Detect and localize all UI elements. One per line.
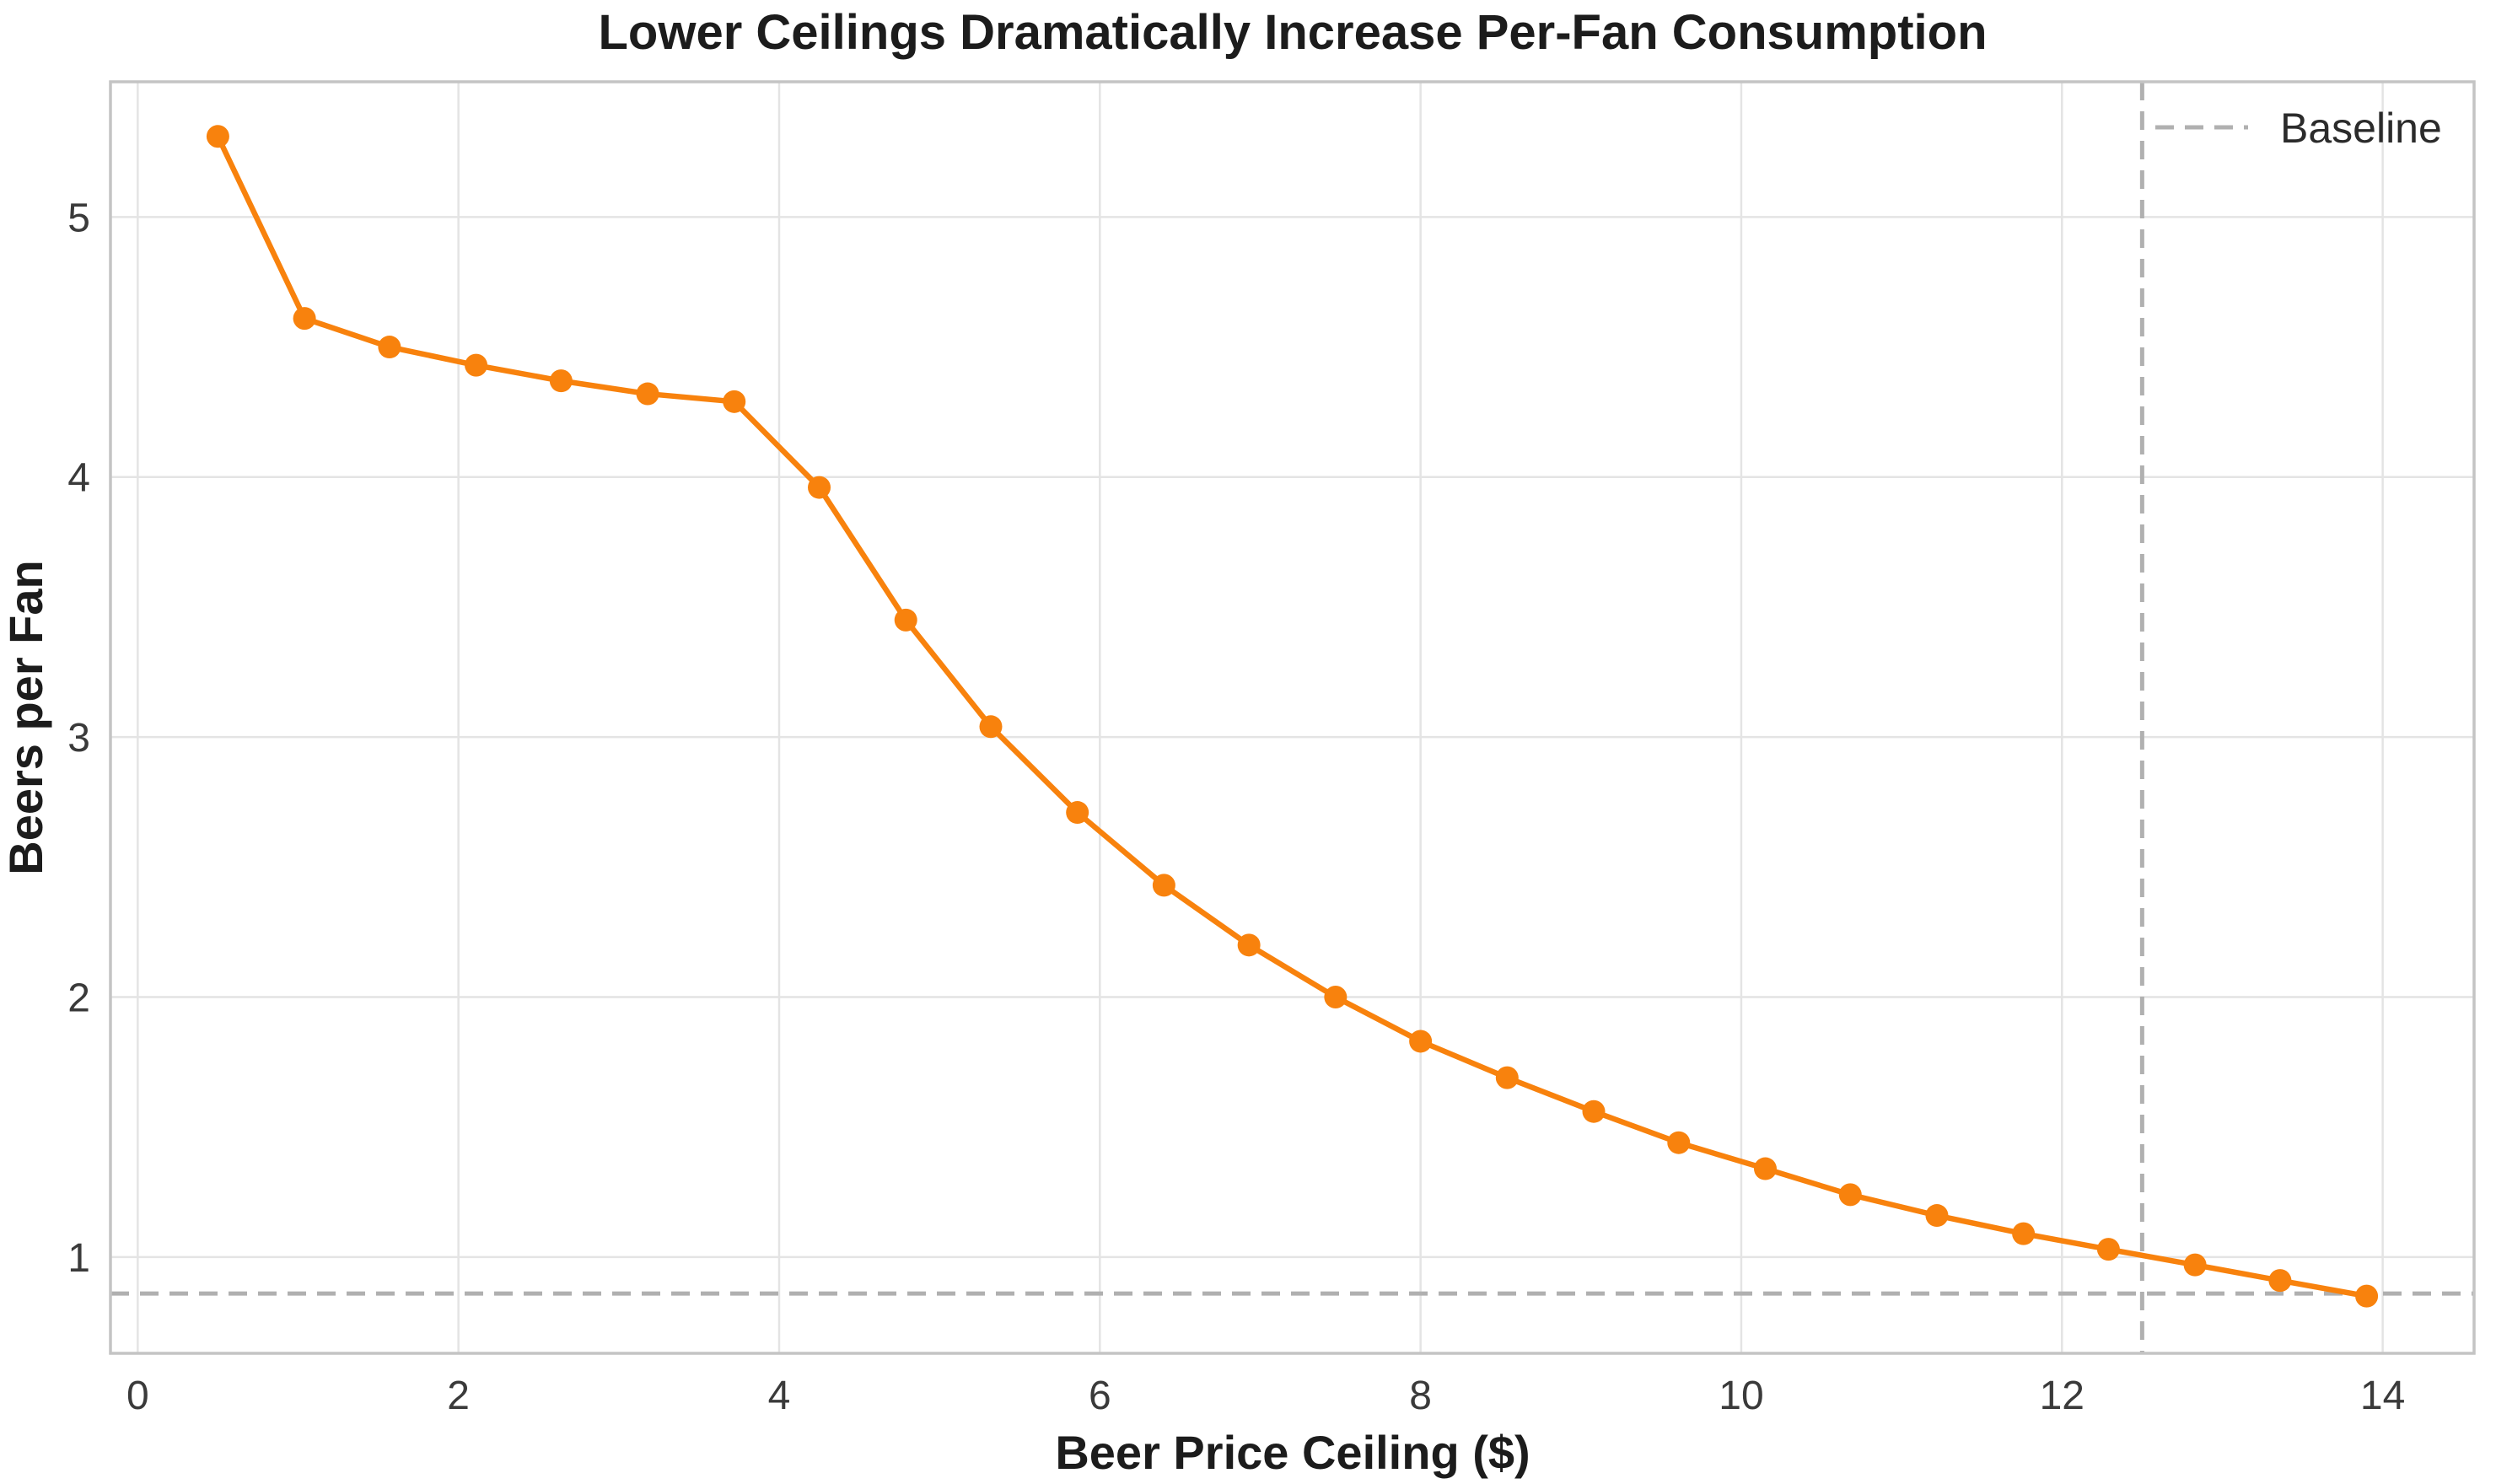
- data-point-marker: [378, 336, 401, 359]
- x-tick-label: 14: [2360, 1374, 2405, 1418]
- series-line: [215, 133, 2370, 1299]
- legend: Baseline: [2155, 105, 2442, 152]
- x-tick-label: 10: [1719, 1374, 1763, 1418]
- gridlines: [110, 82, 2474, 1353]
- y-tick-label: 5: [67, 196, 90, 240]
- chart-title: Lower Ceilings Dramatically Increase Per…: [599, 5, 1988, 60]
- data-point-marker: [1409, 1030, 1433, 1053]
- data-point-marker: [293, 307, 316, 331]
- data-point-marker: [206, 125, 229, 148]
- data-point-marker: [2183, 1253, 2207, 1277]
- x-tick-label: 4: [768, 1374, 791, 1418]
- x-axis-label: Beer Price Ceiling ($): [1055, 1426, 1530, 1479]
- plot-frame: [109, 80, 2476, 1355]
- data-point-marker: [1152, 874, 1175, 897]
- data-point-marker: [1753, 1157, 1777, 1180]
- data-point-marker: [1324, 986, 1348, 1009]
- y-tick-label: 4: [67, 456, 90, 501]
- data-point-marker: [808, 476, 831, 499]
- x-tick-label: 0: [126, 1374, 149, 1418]
- reference-lines: [110, 82, 2474, 1353]
- x-tick-label: 2: [447, 1374, 470, 1418]
- y-tick-label: 1: [67, 1236, 90, 1281]
- data-point-marker: [1925, 1204, 1949, 1228]
- data-point-marker: [636, 382, 659, 406]
- y-tick-labels: 1 2 3 4 5: [67, 196, 90, 1281]
- data-point-marker: [2012, 1222, 2036, 1245]
- data-point-marker: [979, 715, 1003, 739]
- legend-label: Baseline: [2280, 105, 2442, 152]
- x-tick-labels: 0 2 4 6 8 10 12 14: [126, 1374, 2405, 1418]
- data-point-marker: [549, 369, 573, 393]
- data-point-marker: [1495, 1066, 1519, 1089]
- x-tick-label: 8: [1409, 1374, 1432, 1418]
- data-point-marker: [1582, 1100, 1606, 1123]
- x-tick-label: 12: [2040, 1374, 2084, 1418]
- data-point-marker: [1237, 933, 1261, 957]
- x-tick-label: 6: [1089, 1374, 1111, 1418]
- data-series: [206, 125, 2379, 1308]
- data-point-marker: [894, 608, 917, 632]
- data-point-marker: [1066, 801, 1089, 825]
- data-point-marker: [2268, 1269, 2292, 1293]
- data-point-marker: [2355, 1284, 2379, 1308]
- data-point-marker: [723, 390, 746, 413]
- y-tick-label: 3: [67, 716, 90, 761]
- data-point-marker: [1838, 1183, 1862, 1207]
- y-tick-label: 2: [67, 976, 90, 1021]
- data-point-marker: [1667, 1131, 1691, 1154]
- data-point-marker: [465, 353, 488, 377]
- y-axis-label: Beers per Fan: [0, 560, 52, 875]
- data-point-marker: [2096, 1238, 2120, 1261]
